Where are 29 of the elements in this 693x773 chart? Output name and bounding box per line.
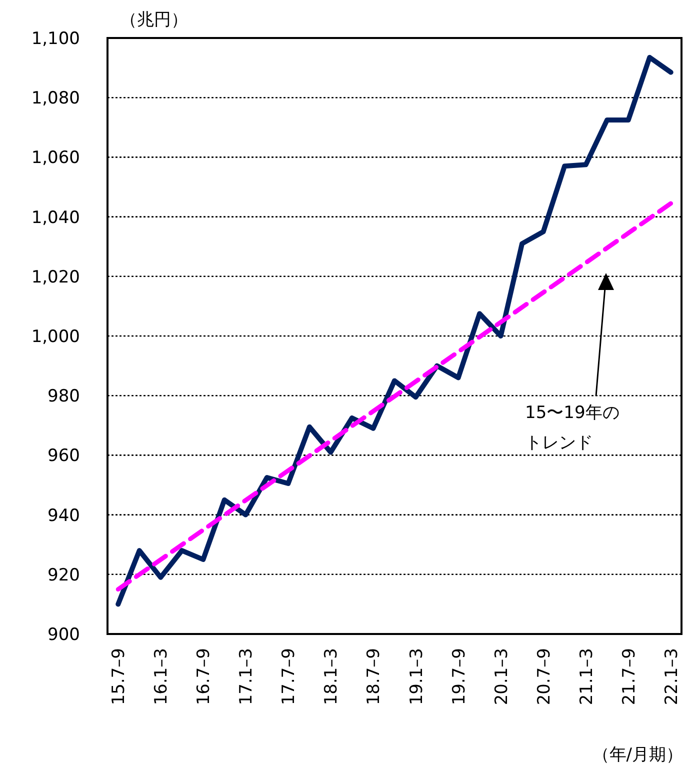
x-tick-label: 15.7–9	[109, 648, 130, 706]
x-tick-label: 17.1–3	[236, 648, 257, 706]
x-tick-label: 16.7–9	[194, 648, 214, 706]
y-tick-label: 900	[48, 625, 80, 645]
y-tick-label: 1,000	[31, 327, 80, 347]
x-tick-label: 18.7–9	[364, 648, 384, 706]
x-tick-label: 16.1–3	[152, 648, 172, 706]
y-tick-label: 920	[48, 565, 80, 586]
x-tick-label: 20.1–3	[492, 648, 512, 706]
x-tick-label: 20.7–9	[534, 648, 554, 706]
x-tick-label: 18.1–3	[322, 648, 342, 706]
y-tick-label: 1,100	[31, 29, 80, 49]
y-tick-label: 980	[48, 386, 80, 407]
y-axis-title: （兆円）	[120, 10, 188, 30]
x-tick-label: 22.1–3	[662, 648, 682, 706]
annotation: トレンド	[525, 433, 593, 453]
x-axis-title: （年/月期）	[592, 745, 683, 765]
y-tick-label: 1,060	[31, 148, 80, 168]
y-tick-label: 1,020	[31, 267, 80, 288]
y-tick-label: 1,040	[31, 208, 80, 228]
y-tick-label: 960	[48, 446, 80, 466]
x-tick-label: 21.7–9	[619, 648, 640, 706]
x-tick-label: 17.7–9	[279, 648, 300, 706]
x-tick-label: 19.7–9	[449, 648, 470, 706]
x-tick-label: 21.1–3	[576, 648, 597, 706]
annotation: 15〜19年の	[525, 403, 620, 423]
y-tick-label: 940	[48, 506, 80, 526]
x-tick-label: 19.1–3	[406, 648, 427, 706]
y-tick-label: 1,080	[31, 88, 80, 109]
